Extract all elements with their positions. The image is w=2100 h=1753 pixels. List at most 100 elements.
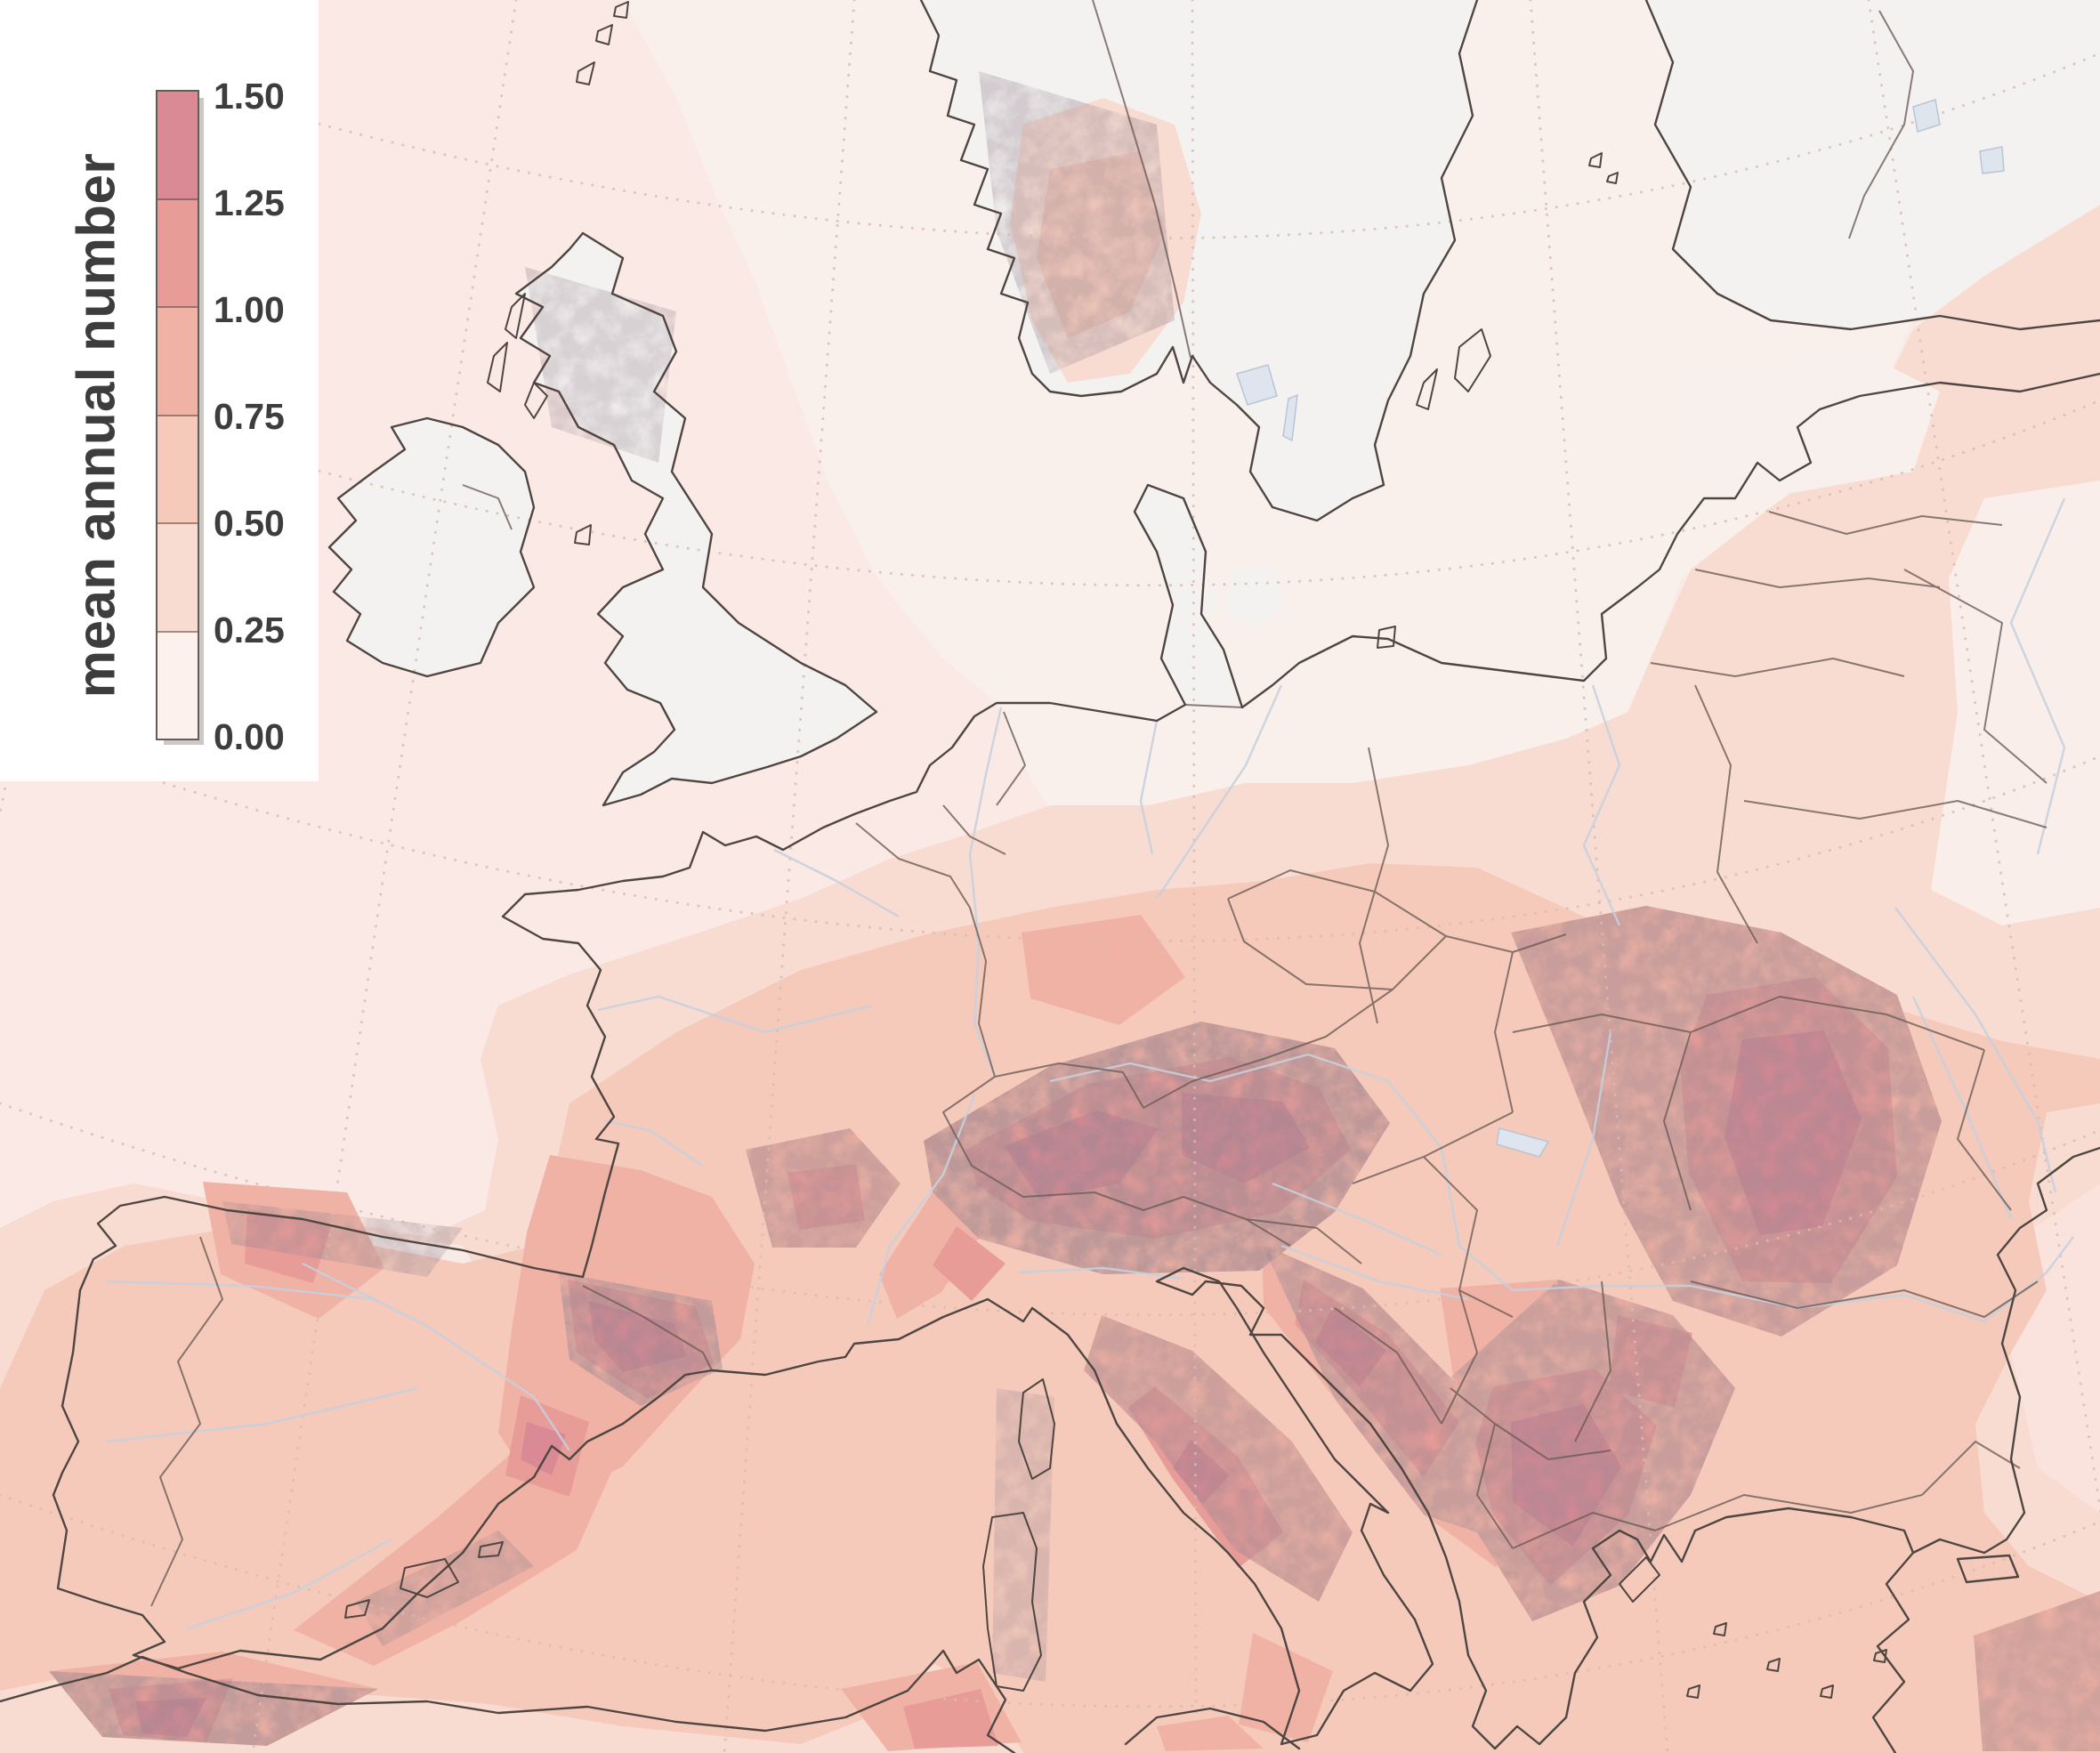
border-lt-by	[1650, 658, 1905, 677]
border-no-se	[1092, 0, 1191, 359]
island-menorca	[478, 1541, 504, 1558]
islands-orkney-shetland	[576, 1, 629, 85]
finland-land	[1646, 0, 2100, 329]
island-man	[574, 524, 592, 545]
river-weser	[1139, 720, 1159, 855]
border-ro-ua	[1690, 996, 1985, 1051]
border-uk-ie	[462, 484, 513, 530]
legend-band-000-025	[158, 632, 198, 739]
turkey-texture	[1974, 1591, 2100, 1751]
legend-band-100-125	[158, 199, 198, 308]
river-dniester	[1894, 907, 2057, 1193]
river-po	[1018, 1266, 1184, 1280]
islands-aland	[1588, 152, 1619, 184]
coast-ireland	[327, 416, 536, 678]
island-oland	[1416, 368, 1438, 410]
country-borders	[150, 0, 2048, 1607]
border-ro-md	[1957, 1049, 2012, 1211]
legend-colorbar	[156, 90, 199, 740]
legend-band-025-050	[158, 524, 198, 633]
parallel-1	[0, 25, 2100, 240]
scotland-texture	[525, 267, 676, 463]
border-mk-gr	[1512, 1512, 1656, 1549]
patch-estonia	[1673, 356, 1940, 498]
border-de-dk	[1184, 704, 1243, 708]
islands-aegean	[1686, 1622, 1887, 1699]
lake-balaton	[1496, 1127, 1550, 1158]
border-fr-de	[969, 907, 996, 1078]
river-rhone	[866, 1094, 976, 1327]
river-sava	[1280, 1244, 1469, 1301]
rivers	[106, 497, 2074, 1630]
alps-texture	[924, 1022, 1390, 1274]
island-ibiza	[344, 1599, 370, 1619]
legend-tick-050: 0.50	[214, 503, 285, 544]
border-by-ru	[1903, 569, 2048, 784]
meridian-5	[1529, 0, 1669, 1753]
border-pt-es	[150, 1236, 223, 1607]
pyrenees-texture	[559, 1272, 723, 1406]
island-euboea	[1619, 1556, 1660, 1603]
legend-tick-025: 0.25	[214, 610, 285, 650]
band5-piedmont	[933, 1226, 1006, 1301]
river-vistula	[1582, 684, 1621, 926]
border-by-ua	[1743, 800, 2048, 828]
finnish-lake-2	[1979, 146, 2005, 174]
border-rs-cluster	[1423, 1156, 1611, 1442]
legend-band-125-150	[158, 92, 198, 200]
coast-scandinavia	[919, 0, 1479, 522]
legend-tick-150: 1.50	[214, 76, 285, 117]
river-loire	[597, 995, 873, 1034]
legend-band-075-100	[158, 308, 198, 416]
border-baltics-2	[1694, 569, 1941, 588]
border-es-fr	[582, 1285, 713, 1371]
zealand-island	[1226, 565, 1286, 627]
island-mallorca	[400, 1558, 459, 1598]
massif-texture	[746, 1128, 901, 1248]
river-danube	[1049, 1053, 2074, 1323]
border-cz-ring	[1227, 869, 1447, 990]
island-sardinia	[982, 1512, 1042, 1692]
border-at-north	[1143, 989, 1393, 1109]
lake-vanern	[1236, 364, 1278, 406]
border-ro-bg	[1690, 1280, 2039, 1318]
legend-tick-125: 1.25	[214, 182, 285, 223]
legend-band-050-075	[158, 416, 198, 524]
atlas-texture	[49, 1671, 378, 1746]
border-ch-ring	[942, 1062, 1184, 1211]
river-drava	[1272, 1182, 1442, 1256]
lakes	[1236, 99, 2005, 1158]
parallel-2	[0, 372, 2100, 587]
cantabrian-texture	[222, 1201, 463, 1277]
river-garonne	[604, 1119, 704, 1167]
coast-finland	[1644, 0, 2100, 331]
fyn-island	[1183, 578, 1217, 618]
border-be-nl	[942, 804, 1006, 855]
coast-sicily	[1124, 1707, 1301, 1750]
parallel-3	[0, 728, 2100, 943]
band4-calabria	[1239, 1633, 1333, 1742]
coast-marmara	[1956, 1554, 2020, 1584]
border-baltics-1	[1768, 511, 2003, 535]
terrain-hillshade	[49, 71, 2100, 1751]
legend-panel: mean annual number 1.50 1.25 1.00 0.75 0…	[0, 0, 319, 781]
river-duero	[106, 1280, 375, 1301]
coast-great-britain	[514, 231, 878, 807]
lake-vattern	[1282, 393, 1298, 442]
finnish-lake-1	[1912, 99, 1941, 133]
carpathians-texture	[1511, 906, 1942, 1337]
coast-continent	[52, 372, 2100, 1750]
border-pl-east	[1694, 684, 1758, 944]
river-elbe	[1156, 684, 1283, 900]
river-rhine	[968, 707, 1003, 1078]
band6-catalonia	[521, 1422, 566, 1475]
border-fr-be	[855, 822, 971, 909]
border-de-nl	[996, 711, 1026, 806]
border-al-mk	[1450, 1387, 1611, 1549]
meridian-3	[723, 0, 856, 1753]
legend-tick-000: 0.00	[214, 716, 285, 757]
river-tajo	[106, 1386, 419, 1443]
